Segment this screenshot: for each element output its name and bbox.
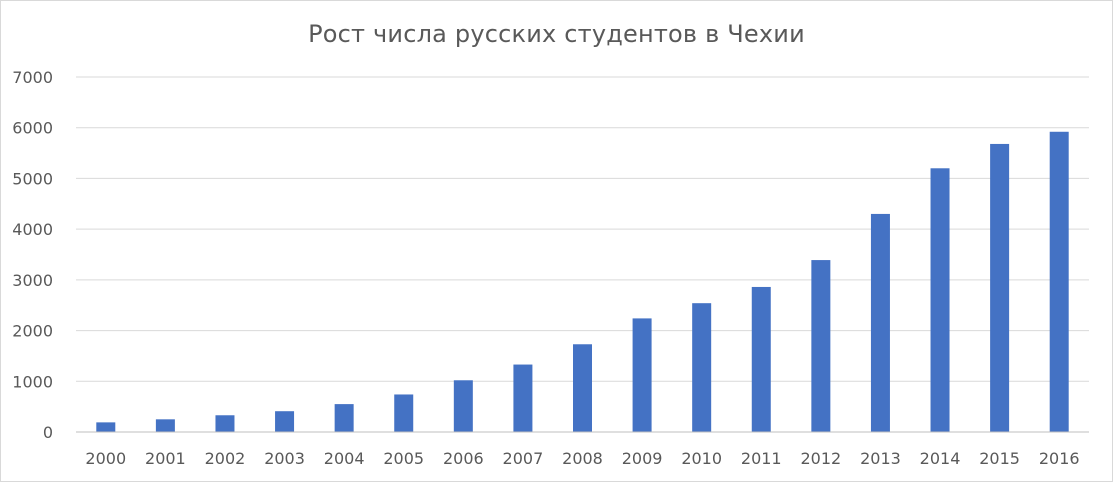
x-tick-label: 2003 [264, 449, 305, 468]
bar-2001 [155, 419, 175, 432]
bar-2008 [573, 344, 592, 432]
y-axis-tick-labels: 0 1000 2000 3000 4000 5000 6000 7000 [12, 68, 53, 442]
bar-2004 [334, 404, 354, 432]
x-tick-label: 2011 [741, 449, 782, 468]
bar-2016 [1049, 131, 1069, 432]
bar-2010 [692, 303, 712, 432]
bar-2006 [453, 380, 473, 432]
bar-2000 [96, 422, 116, 432]
x-tick-label: 2010 [681, 449, 722, 468]
bar-2015 [990, 143, 1010, 432]
chart-title: Рост числа русских студентов в Чехии [308, 20, 805, 48]
bar-2013 [870, 213, 890, 432]
x-tick-label: 2002 [205, 449, 246, 468]
x-tick-label: 2005 [383, 449, 424, 468]
y-tick-label: 0 [43, 423, 53, 442]
y-tick-label: 2000 [12, 322, 53, 341]
x-tick-label: 2001 [145, 449, 186, 468]
y-tick-label: 5000 [12, 169, 53, 188]
x-tick-label: 2000 [85, 449, 126, 468]
x-tick-label: 2008 [562, 449, 603, 468]
x-tick-label: 2014 [920, 449, 961, 468]
y-tick-label: 7000 [12, 68, 53, 87]
bar-2003 [275, 411, 295, 432]
x-tick-label: 2012 [800, 449, 841, 468]
bars [96, 131, 1069, 433]
bar-2007 [513, 364, 533, 432]
y-tick-label: 3000 [12, 271, 53, 290]
x-tick-label: 2009 [622, 449, 663, 468]
bar-2012 [811, 260, 831, 432]
x-tick-label: 2006 [443, 449, 484, 468]
x-tick-label: 2007 [503, 449, 544, 468]
gridlines [76, 76, 1089, 382]
bar-2009 [632, 318, 652, 432]
y-tick-label: 4000 [12, 220, 53, 239]
bar-2011 [751, 286, 771, 432]
x-tick-label: 2004 [324, 449, 365, 468]
x-axis-tick-labels: 2000 2001 2002 2003 2004 2005 2006 2007 2008 2009… [85, 449, 1079, 468]
bar-2014 [930, 168, 950, 433]
x-tick-label: 2015 [979, 449, 1020, 468]
y-tick-label: 6000 [12, 119, 53, 138]
bar-2005 [394, 394, 414, 432]
x-tick-label: 2016 [1039, 449, 1080, 468]
bar-2002 [215, 415, 235, 432]
x-tick-label: 2013 [860, 449, 901, 468]
y-tick-label: 1000 [12, 372, 53, 391]
